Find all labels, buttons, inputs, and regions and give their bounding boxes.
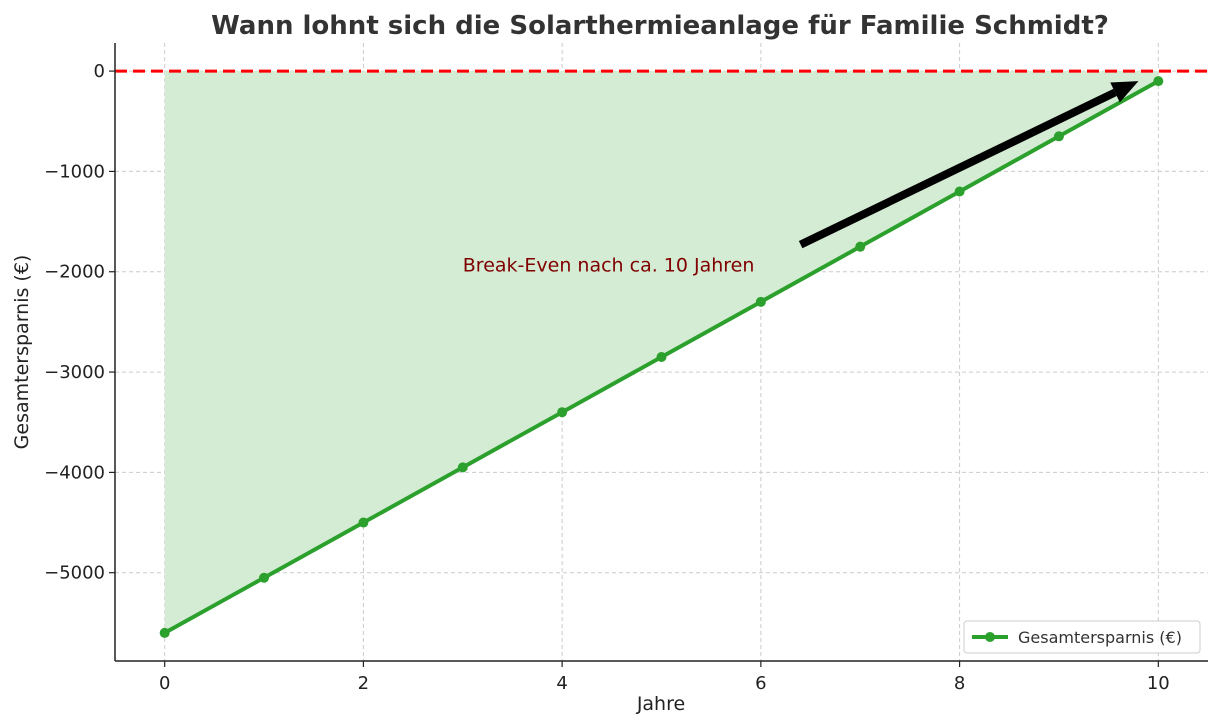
axes [114,43,1208,662]
data-point [259,572,270,583]
x-tick-label: 6 [755,673,766,694]
area-fill [164,71,1159,633]
data-point [557,407,568,418]
data-point [1153,76,1164,87]
data-point [855,241,866,252]
x-tick-label: 0 [159,673,170,694]
data-point [457,462,468,473]
y-tick-label: −4000 [44,462,105,483]
legend-label: Gesamtersparnis (€) [1018,628,1182,647]
y-tick-label: 0 [94,61,105,82]
x-axis-label: Jahre [636,693,685,715]
data-point [656,352,667,363]
y-tick-label: −5000 [44,563,105,584]
tick-labels: 0 2 4 6 8 10 −5000 −4000 −3000 −2000 −1000 0 [44,61,1170,694]
annotation: Break-Even nach ca. 10 Jahren [463,81,1139,277]
y-tick-label: −1000 [44,161,105,182]
data-point [954,186,965,197]
annotation-arrow-head [1110,81,1139,103]
data-point [755,296,766,307]
chart-title: Wann lohnt sich die Solarthermieanlage f… [211,11,1109,41]
legend-box [963,620,1201,654]
x-tick-label: 4 [556,673,567,694]
x-tick-label: 2 [358,673,369,694]
data-point [358,517,369,528]
y-axis-label: Gesamtersparnis (€) [11,255,33,450]
series-layer [159,76,1164,638]
y-tick-label: −3000 [44,362,105,383]
x-tick-label: 10 [1147,673,1170,694]
annotation-arrow [798,88,1117,249]
y-tick-label: −2000 [44,262,105,283]
data-point [159,627,170,638]
annotation-text: Break-Even nach ca. 10 Jahren [463,255,755,277]
data-point [1053,131,1064,142]
legend: Gesamtersparnis (€) [963,620,1201,654]
legend-marker [985,632,995,642]
x-tick-label: 8 [954,673,965,694]
